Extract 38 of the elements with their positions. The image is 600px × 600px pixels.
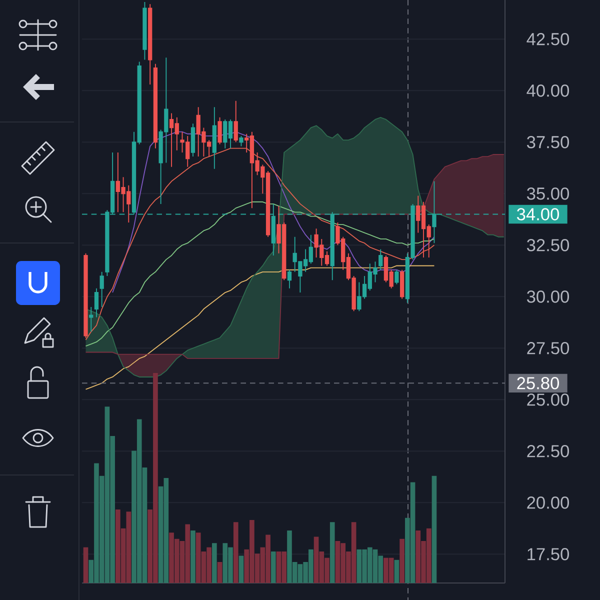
bar <box>83 547 88 583</box>
y-tick-label: 37.50 <box>526 136 570 148</box>
y-tick-label: 32.50 <box>526 239 570 252</box>
bar <box>233 522 238 583</box>
y-tick-label: 25.00 <box>527 394 570 406</box>
candlestick <box>394 269 399 285</box>
candlestick <box>234 100 238 143</box>
bar <box>394 560 400 583</box>
y-tick-label: 42.50 <box>526 32 570 46</box>
bar <box>400 538 404 583</box>
bar <box>190 530 196 583</box>
bar <box>238 556 244 583</box>
candlestick <box>84 252 88 338</box>
candlestick <box>378 248 383 270</box>
ref-line-label: 25.80 <box>517 377 560 390</box>
candlestick <box>89 306 94 332</box>
candlestick <box>94 288 99 318</box>
y-tick-label: 30.00 <box>526 290 570 303</box>
candlestick <box>218 116 222 145</box>
candlestick <box>100 271 104 308</box>
y-tick-label: 27.50 <box>527 342 570 354</box>
bar <box>212 543 217 583</box>
y-tick-label: 40.00 <box>526 84 570 97</box>
y-tick-label: 22.50 <box>527 445 570 458</box>
bar <box>217 562 222 583</box>
bar <box>432 476 437 583</box>
bar <box>270 551 276 583</box>
candlestick <box>142 2 147 60</box>
y-tick-label: 20.00 <box>527 496 570 509</box>
candlestick <box>212 106 216 170</box>
candlestick <box>239 135 244 147</box>
y-tick-label: 17.50 <box>528 548 570 560</box>
candlestick <box>148 4 152 85</box>
y-tick-label: 35.00 <box>526 188 570 200</box>
candlestick <box>287 269 292 289</box>
candlestick <box>190 123 196 158</box>
ref-line-label: 34.00 <box>516 208 560 220</box>
bar <box>330 522 335 583</box>
